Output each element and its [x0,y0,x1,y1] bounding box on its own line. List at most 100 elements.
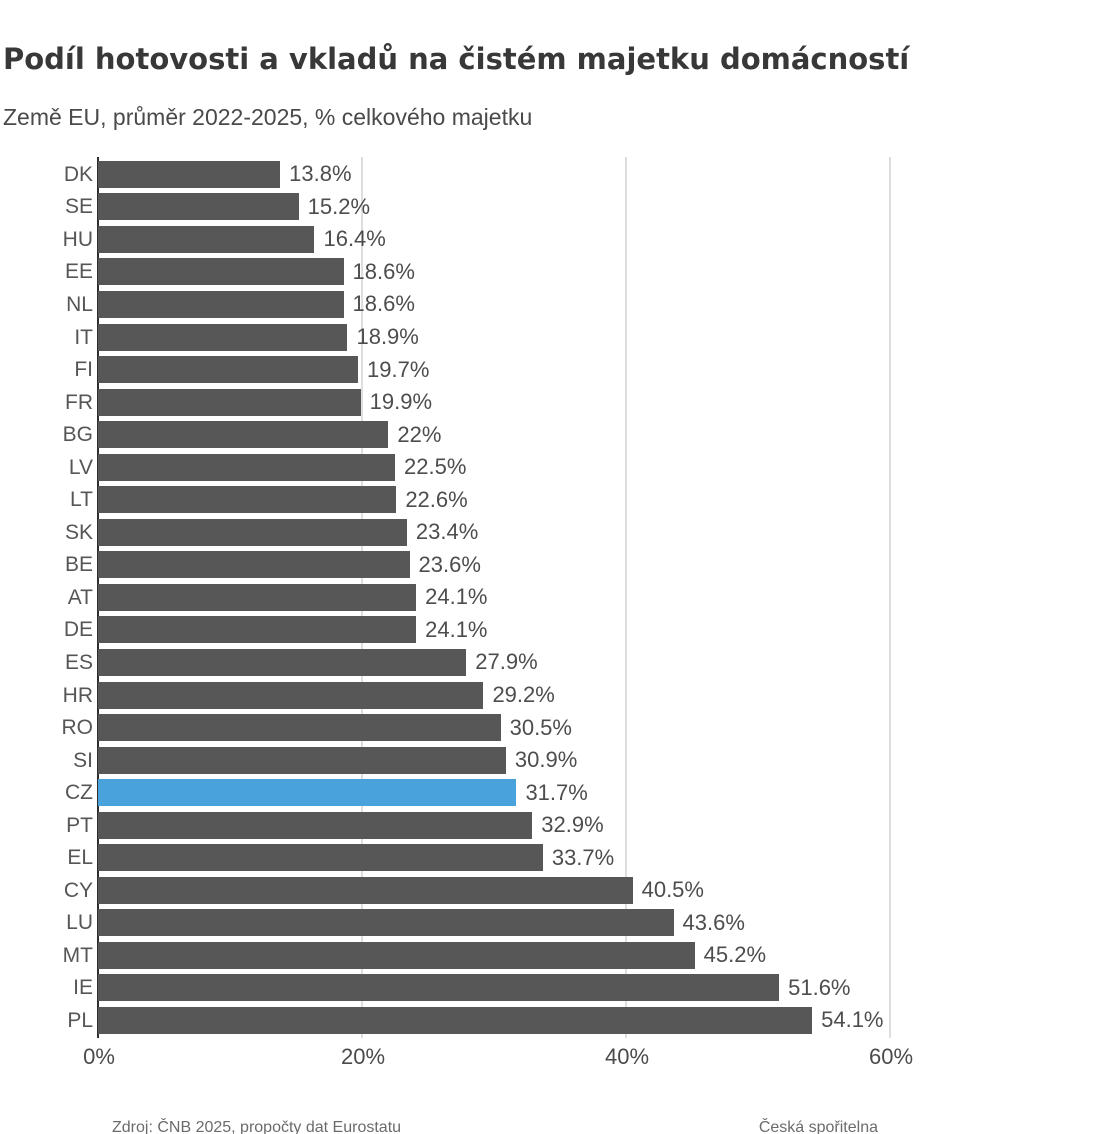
country-label: SI [73,748,93,772]
country-label: EL [67,846,93,870]
x-axis-tick-label: 40% [604,1044,650,1069]
chart-footer: Zdroj: ČNB 2025, propočty dat Eurostatu … [0,1119,1114,1134]
bar-track: 29.2% [98,679,1114,712]
gridline [889,157,891,1038]
bar [98,876,633,904]
bar-row: IT 18.9% [0,321,1114,354]
value-label: 32.9% [541,812,604,838]
country-label: IE [73,976,93,1000]
country-label: RO [61,716,94,740]
country-label: SE [64,195,93,219]
bar-row: NL 18.6% [0,288,1114,321]
bar-track: 23.6% [98,549,1114,582]
x-axis-tick-label: 60% [868,1044,914,1069]
bar-row: PL 54.1% [0,1004,1114,1037]
bar [98,323,348,351]
bar-track: 18.6% [98,288,1114,321]
country-label: MT [62,943,93,967]
x-axis: 0% 20% 40% 60% [0,1044,1114,1070]
country-label: CY [63,878,93,902]
bar [98,421,389,449]
bar [98,258,344,286]
country-label: EE [64,260,93,284]
x-axis-tick-label: 20% [340,1044,386,1069]
value-label: 18.6% [352,258,415,284]
value-label: 29.2% [492,682,555,708]
bar-track: 43.6% [98,907,1114,940]
bar-row: BE 23.6% [0,549,1114,582]
bar-track: 31.7% [98,776,1114,809]
bar-row: BG 22% [0,418,1114,451]
value-label: 22.6% [405,486,468,512]
value-label: 24.1% [425,584,488,610]
branding-note: Česká spořitelna [758,1119,878,1134]
country-label: BG [62,423,93,447]
bar-row: CY 40.5% [0,874,1114,907]
bar-row: IE 51.6% [0,972,1114,1005]
bar-row: FI 19.7% [0,353,1114,386]
value-label: 18.6% [352,291,415,317]
bar [98,648,467,676]
bar-track: 24.1% [98,581,1114,614]
bar [98,779,517,807]
bar [98,356,359,384]
bar [98,681,484,709]
country-label: IT [74,325,93,349]
bar [98,616,417,644]
value-label: 27.9% [475,649,538,675]
country-label: PT [66,813,93,837]
bar [98,746,506,774]
bar [98,486,397,514]
bar [98,551,410,579]
bar-track: 23.4% [98,516,1114,549]
bar-rows: DK 13.8% SE 15.2% HU 16.4% EE 18.6% NL 1… [0,158,1114,1037]
bar-row: LV 22.5% [0,451,1114,484]
gridline [625,157,627,1038]
country-label: NL [66,292,93,316]
bar-row: EE 18.6% [0,256,1114,289]
value-label: 13.8% [289,161,352,187]
country-label: LV [68,455,93,479]
bar-row: DK 13.8% [0,158,1114,191]
bar [98,844,543,872]
bar [98,388,361,416]
bar-track: 22% [98,418,1114,451]
bar [98,583,417,611]
bar [98,941,695,969]
bar [98,193,299,221]
value-label: 30.5% [509,714,572,740]
country-label: CZ [65,781,93,805]
x-axis-tick-label: 0% [83,1044,115,1069]
bar-row: FR 19.9% [0,386,1114,419]
bar-track: 24.1% [98,614,1114,647]
country-label: DE [63,618,93,642]
bar [98,811,533,839]
bar-row: SE 15.2% [0,191,1114,224]
bar [98,453,395,481]
source-note: Zdroj: ČNB 2025, propočty dat Eurostatu [112,1119,402,1134]
bar [98,909,674,937]
value-label: 51.6% [788,974,851,1000]
value-label: 15.2% [307,193,371,219]
country-label: AT [67,585,93,609]
value-label: 43.6% [682,909,745,935]
bar-row: ES 27.9% [0,646,1114,679]
bar-track: 30.9% [98,744,1114,777]
bar-track: 19.7% [98,353,1114,386]
value-label: 33.7% [551,844,615,870]
country-label: HU [62,227,93,251]
bar-track: 22.5% [98,451,1114,484]
bar-track: 16.4% [98,223,1114,256]
bar-track: 18.6% [98,256,1114,289]
bar-track: 33.7% [98,841,1114,874]
bar-track: 22.6% [98,483,1114,516]
bar-track: 32.9% [98,809,1114,842]
country-label: SK [64,520,93,544]
bar [98,290,344,318]
value-label: 22.5% [404,454,467,480]
bar [98,714,501,742]
value-label: 45.2% [703,942,767,968]
value-label: 23.6% [418,551,481,577]
bar-track: 54.1% [98,1004,1114,1037]
value-label: 16.4% [323,226,386,252]
